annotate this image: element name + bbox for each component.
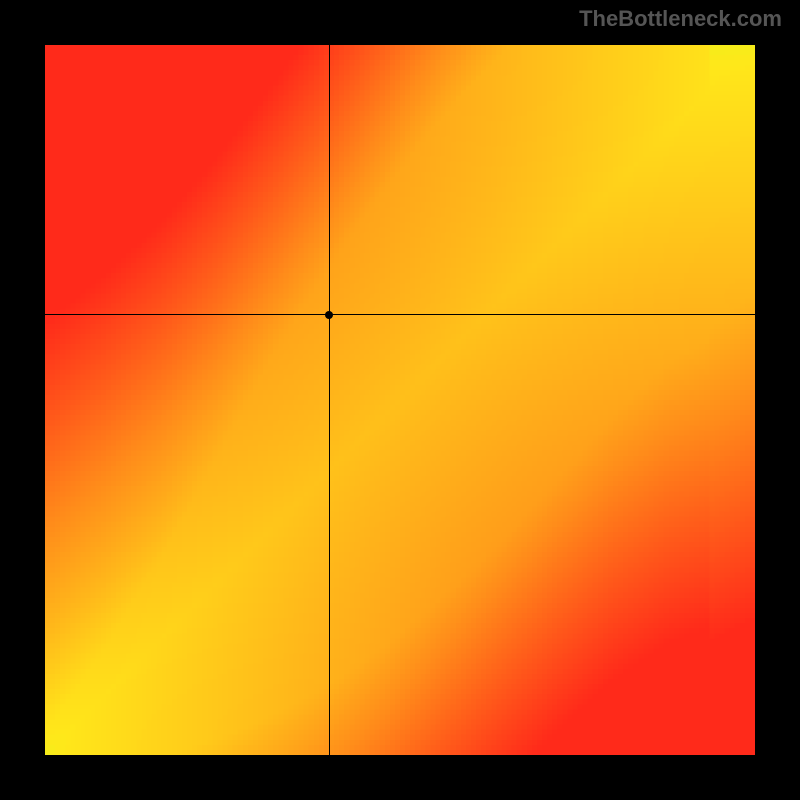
crosshair-vertical xyxy=(329,45,330,755)
heatmap-canvas xyxy=(45,45,755,755)
crosshair-marker xyxy=(325,311,333,319)
watermark-text: TheBottleneck.com xyxy=(579,6,782,32)
plot-area xyxy=(45,45,755,755)
crosshair-horizontal xyxy=(45,314,755,315)
